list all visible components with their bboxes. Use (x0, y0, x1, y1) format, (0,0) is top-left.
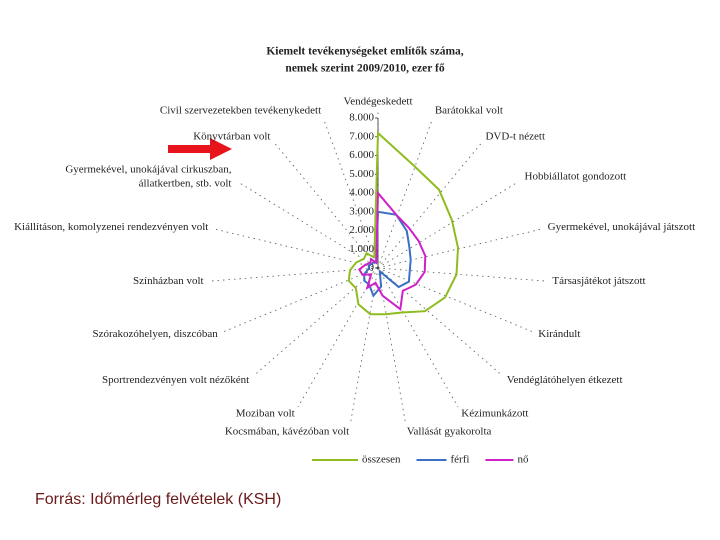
category-label: Moziban volt (236, 408, 295, 420)
series-line (357, 190, 427, 312)
spoke (377, 267, 546, 282)
tick-label: 0 (369, 262, 375, 274)
spoke (377, 228, 541, 269)
category-label: Kézimunkázott (461, 408, 528, 420)
spoke (377, 267, 407, 424)
spoke (215, 228, 379, 269)
tick-label: 4.000 (349, 187, 374, 199)
tick-label: 5.000 (349, 168, 374, 180)
tick-label: 3.000 (349, 205, 374, 217)
category-label: Civil szervezetekben tevékenykedett (160, 105, 321, 117)
spoke (323, 118, 379, 269)
category-label: Kirándult (538, 328, 580, 340)
chart-title: Kiemelt tevékenységeket említők száma, (266, 46, 463, 58)
tick-label: 8.000 (349, 112, 374, 124)
tick-label: 2.000 (349, 224, 374, 236)
chart-title: nemek szerint 2009/2010, ezer fő (285, 63, 444, 75)
spoke (377, 143, 482, 269)
spoke (254, 267, 379, 376)
category-label: Szórakozóhelyen, diszcóban (93, 328, 219, 340)
tick-label: 6.000 (349, 149, 374, 161)
category-label: Barátokkal volt (435, 105, 503, 117)
category-label: Társasjátékot játszott (552, 275, 645, 287)
legend-label: összesen (362, 454, 401, 466)
category-label: Vendéglátóhelyen étkezett (507, 374, 623, 386)
spoke (210, 267, 379, 282)
spoke (377, 267, 459, 408)
spoke (377, 181, 519, 269)
series-line (363, 210, 412, 298)
legend-label: férfi (451, 454, 470, 466)
category-label: Hobbiállatot gondozott (525, 171, 627, 183)
category-label: DVD-t nézett (485, 131, 545, 143)
category-label: Gyermekével, unokájával cirkuszban, (65, 164, 231, 176)
spoke (377, 267, 533, 332)
category-label: Könyvtárban volt (193, 131, 270, 143)
category-label: Gyermekével, unokájával játszott (548, 221, 696, 233)
spoke (377, 118, 433, 269)
spoke (349, 267, 379, 424)
spoke (223, 267, 379, 332)
tick-label: 7.000 (349, 130, 374, 142)
arrow (168, 138, 232, 160)
source: Forrás: Időmérleg felvételek (KSH) (35, 491, 281, 508)
category-label: Kiállításon, komolyzenei rendezvényen vo… (14, 221, 208, 233)
category-label: Vallását gyakorolta (407, 425, 492, 437)
category-label: Sportrendezvényen volt nézőként (102, 374, 249, 386)
legend-label: nő (517, 454, 529, 466)
spoke (237, 181, 379, 269)
category-label: állatkertben, stb. volt (139, 178, 232, 190)
category-label: Kocsmában, kávézóban volt (225, 425, 349, 437)
category-label: Vendégeskedett (343, 96, 412, 108)
tick-label: 1.000 (349, 243, 374, 255)
category-label: Színházban volt (133, 275, 204, 287)
series-line (347, 130, 460, 316)
